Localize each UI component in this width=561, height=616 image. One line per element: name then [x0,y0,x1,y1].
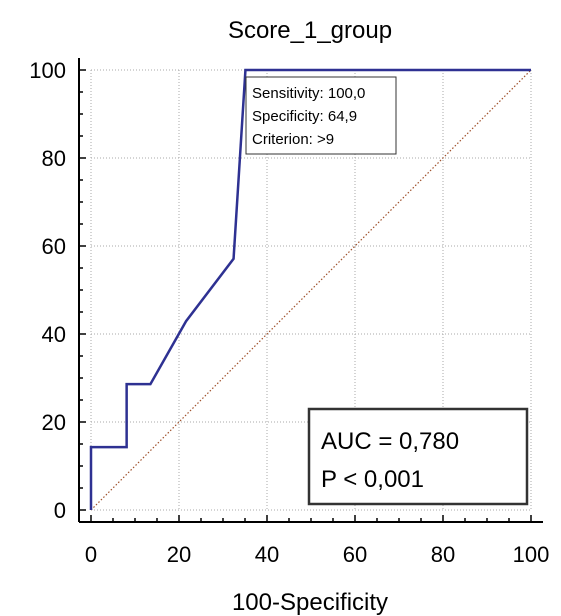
axes [78,58,543,523]
criterion-value: Criterion: >9 [252,131,334,148]
x-tick-label: 20 [167,542,191,567]
tick-labels: 0 20 40 60 80 100 0 20 40 60 80 100 [29,58,549,567]
y-tick-label: 100 [29,58,66,83]
x-axis-title: 100-Specificity [232,589,388,616]
y-tick-label: 40 [42,322,66,347]
x-tick-label: 80 [431,542,455,567]
stats-box-frame [307,407,529,506]
y-tick-label: 80 [42,146,66,171]
y-tick-label: 20 [42,410,66,435]
p-value: P < 0,001 [321,466,424,493]
y-tick-label: 0 [54,498,66,523]
y-tick-label: 60 [42,234,66,259]
auc-value: AUC = 0,780 [321,428,459,455]
x-tick-label: 60 [343,542,367,567]
criterion-specificity: Specificity: 64,9 [252,108,357,125]
stats-box: AUC = 0,780 P < 0,001 [307,407,529,506]
roc-curve-line [89,68,531,510]
chart-title: Score_1_group [228,17,392,44]
roc-curve-layer [89,68,531,510]
x-tick-label: 100 [513,542,550,567]
criterion-box: Sensitivity: 100,0 Specificity: 64,9 Cri… [245,76,397,155]
reference-line-layer [90,69,532,511]
reference-diagonal-line [90,69,532,511]
x-tick-label: 40 [255,542,279,567]
x-tick-label: 0 [85,542,97,567]
criterion-sensitivity: Sensitivity: 100,0 [252,85,365,102]
criterion-box-frame [245,76,397,155]
